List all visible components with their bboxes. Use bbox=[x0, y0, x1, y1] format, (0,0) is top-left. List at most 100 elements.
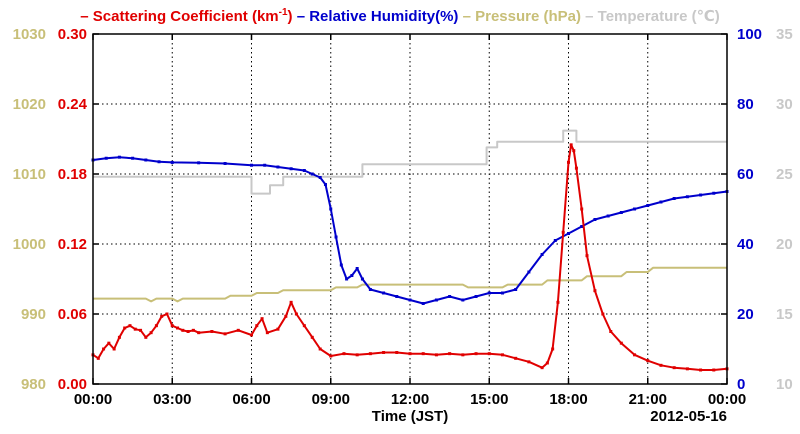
data-point bbox=[474, 352, 478, 356]
x-tick-label: 09:00 bbox=[312, 391, 350, 408]
legend-entry-suffix: ) bbox=[288, 8, 293, 25]
data-point bbox=[117, 155, 121, 159]
legend-entry: – Relative Humidity(%) bbox=[293, 8, 459, 25]
data-point bbox=[514, 288, 518, 291]
data-point bbox=[123, 326, 127, 330]
data-point bbox=[382, 291, 386, 295]
data-point bbox=[368, 288, 372, 291]
humidity-tick-label: 100 bbox=[737, 26, 762, 43]
data-point bbox=[197, 331, 201, 335]
data-point bbox=[112, 347, 116, 351]
data-point bbox=[619, 341, 623, 345]
data-point bbox=[685, 195, 689, 199]
data-point bbox=[421, 302, 425, 305]
series-relative-humidity bbox=[91, 155, 729, 305]
data-point bbox=[659, 200, 663, 204]
data-point bbox=[318, 176, 322, 179]
pressure-tick-label: 1020 bbox=[13, 96, 46, 113]
data-point bbox=[572, 149, 576, 153]
data-point bbox=[540, 366, 544, 370]
data-point bbox=[551, 347, 555, 351]
data-point bbox=[601, 312, 605, 316]
data-point bbox=[310, 172, 314, 176]
data-point bbox=[408, 352, 412, 356]
x-tick-label: 18:00 bbox=[549, 391, 587, 408]
data-point bbox=[382, 351, 386, 354]
data-point bbox=[514, 356, 518, 360]
series-pressure bbox=[93, 266, 727, 303]
data-point bbox=[310, 335, 314, 339]
humidity-tick-label: 0 bbox=[737, 376, 745, 393]
data-point bbox=[250, 333, 253, 337]
pressure-tick-label: 980 bbox=[21, 376, 46, 393]
scattering-tick-label: 0.30 bbox=[58, 26, 87, 43]
data-point bbox=[609, 330, 613, 333]
data-point bbox=[276, 165, 280, 169]
data-point bbox=[334, 235, 338, 239]
data-point bbox=[133, 327, 137, 331]
data-point bbox=[368, 352, 372, 356]
data-point bbox=[527, 360, 531, 364]
data-point bbox=[107, 341, 111, 345]
data-point bbox=[633, 207, 637, 211]
x-tick-label: 15:00 bbox=[470, 391, 508, 408]
data-point bbox=[302, 324, 306, 328]
data-point bbox=[569, 143, 573, 147]
scattering-tick-label: 0.12 bbox=[58, 236, 87, 253]
data-point bbox=[294, 312, 298, 316]
data-point bbox=[487, 291, 491, 295]
series-scattering-coefficient bbox=[91, 143, 729, 372]
humidity-tick-label: 40 bbox=[737, 236, 754, 253]
data-point bbox=[527, 270, 531, 274]
data-point bbox=[500, 291, 504, 295]
data-point bbox=[260, 317, 264, 321]
data-point bbox=[646, 204, 650, 207]
data-point bbox=[345, 277, 349, 281]
date-label: 2012-05-16 bbox=[650, 408, 727, 425]
legend: – Scattering Coefficient (km-1) – Relati… bbox=[80, 7, 719, 25]
data-point bbox=[289, 300, 293, 304]
pressure-tick-label: 1010 bbox=[13, 166, 46, 183]
legend-entry: – Pressure (hPa) bbox=[458, 8, 581, 25]
data-point bbox=[421, 352, 425, 356]
series-temperature bbox=[93, 129, 727, 195]
data-point bbox=[712, 368, 716, 372]
data-point bbox=[461, 353, 465, 357]
data-point bbox=[165, 312, 169, 316]
scattering-tick-label: 0.18 bbox=[58, 166, 87, 183]
data-point bbox=[157, 160, 161, 164]
data-point bbox=[685, 367, 689, 371]
data-point bbox=[170, 160, 174, 164]
data-point bbox=[712, 191, 716, 195]
temperature-tick-label: 35 bbox=[776, 26, 793, 43]
data-point bbox=[500, 353, 504, 357]
data-point bbox=[699, 193, 703, 197]
data-point bbox=[329, 207, 333, 211]
x-tick-label: 21:00 bbox=[629, 391, 667, 408]
data-point bbox=[128, 324, 132, 328]
data-point bbox=[545, 361, 549, 365]
data-point bbox=[265, 331, 269, 335]
series bbox=[91, 129, 729, 372]
legend-entry: – Temperature (℃) bbox=[581, 8, 720, 25]
data-point bbox=[102, 347, 106, 351]
data-point bbox=[585, 254, 589, 258]
scattering-tick-label: 0.00 bbox=[58, 376, 87, 393]
x-tick-label: 03:00 bbox=[153, 391, 191, 408]
data-point bbox=[350, 274, 354, 277]
data-point bbox=[540, 253, 544, 256]
data-point bbox=[289, 167, 293, 171]
data-point bbox=[580, 207, 584, 211]
data-point bbox=[434, 298, 438, 302]
data-point bbox=[342, 352, 346, 356]
data-point bbox=[574, 166, 578, 170]
temperature-tick-label: 10 bbox=[776, 376, 793, 393]
data-point bbox=[474, 295, 478, 298]
data-point bbox=[408, 298, 412, 302]
data-point bbox=[553, 239, 557, 242]
data-point bbox=[567, 232, 570, 235]
data-point bbox=[170, 324, 174, 328]
data-point bbox=[96, 356, 100, 360]
data-point bbox=[144, 158, 148, 162]
pressure-tick-label: 1000 bbox=[13, 236, 46, 253]
